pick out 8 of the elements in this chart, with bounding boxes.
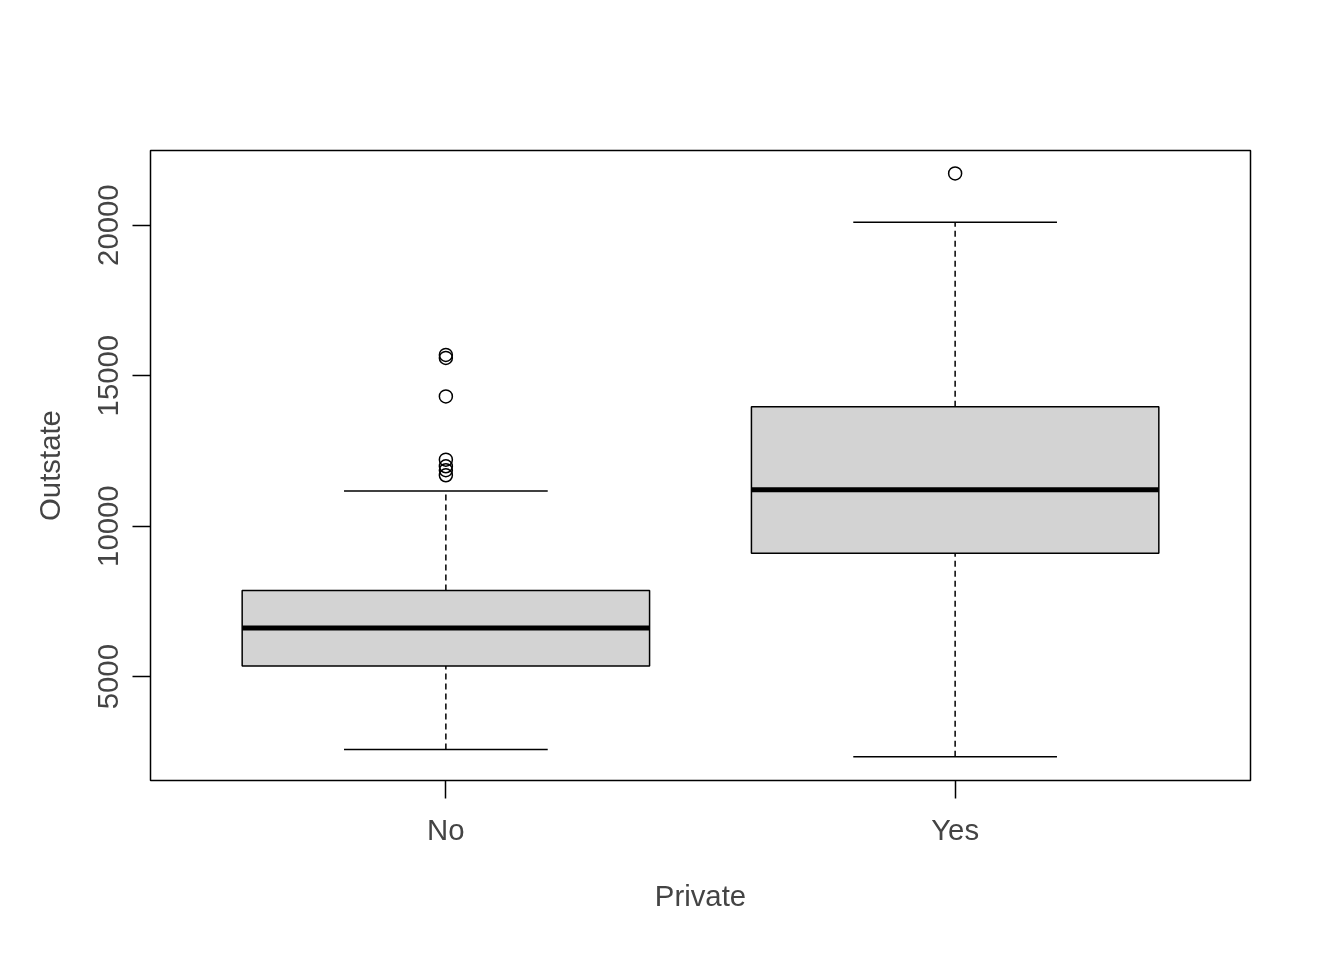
y-tick-label: 10000 [91, 485, 125, 567]
y-tick-label: 20000 [91, 184, 125, 266]
x-tick-label: No [427, 812, 465, 846]
x-tick-label: Yes [931, 812, 980, 846]
y-tick-label: 5000 [91, 644, 125, 710]
y-tick-label: 15000 [91, 334, 125, 417]
y-axis-title: Outstate [32, 410, 66, 521]
x-axis-title: Private [654, 878, 747, 912]
